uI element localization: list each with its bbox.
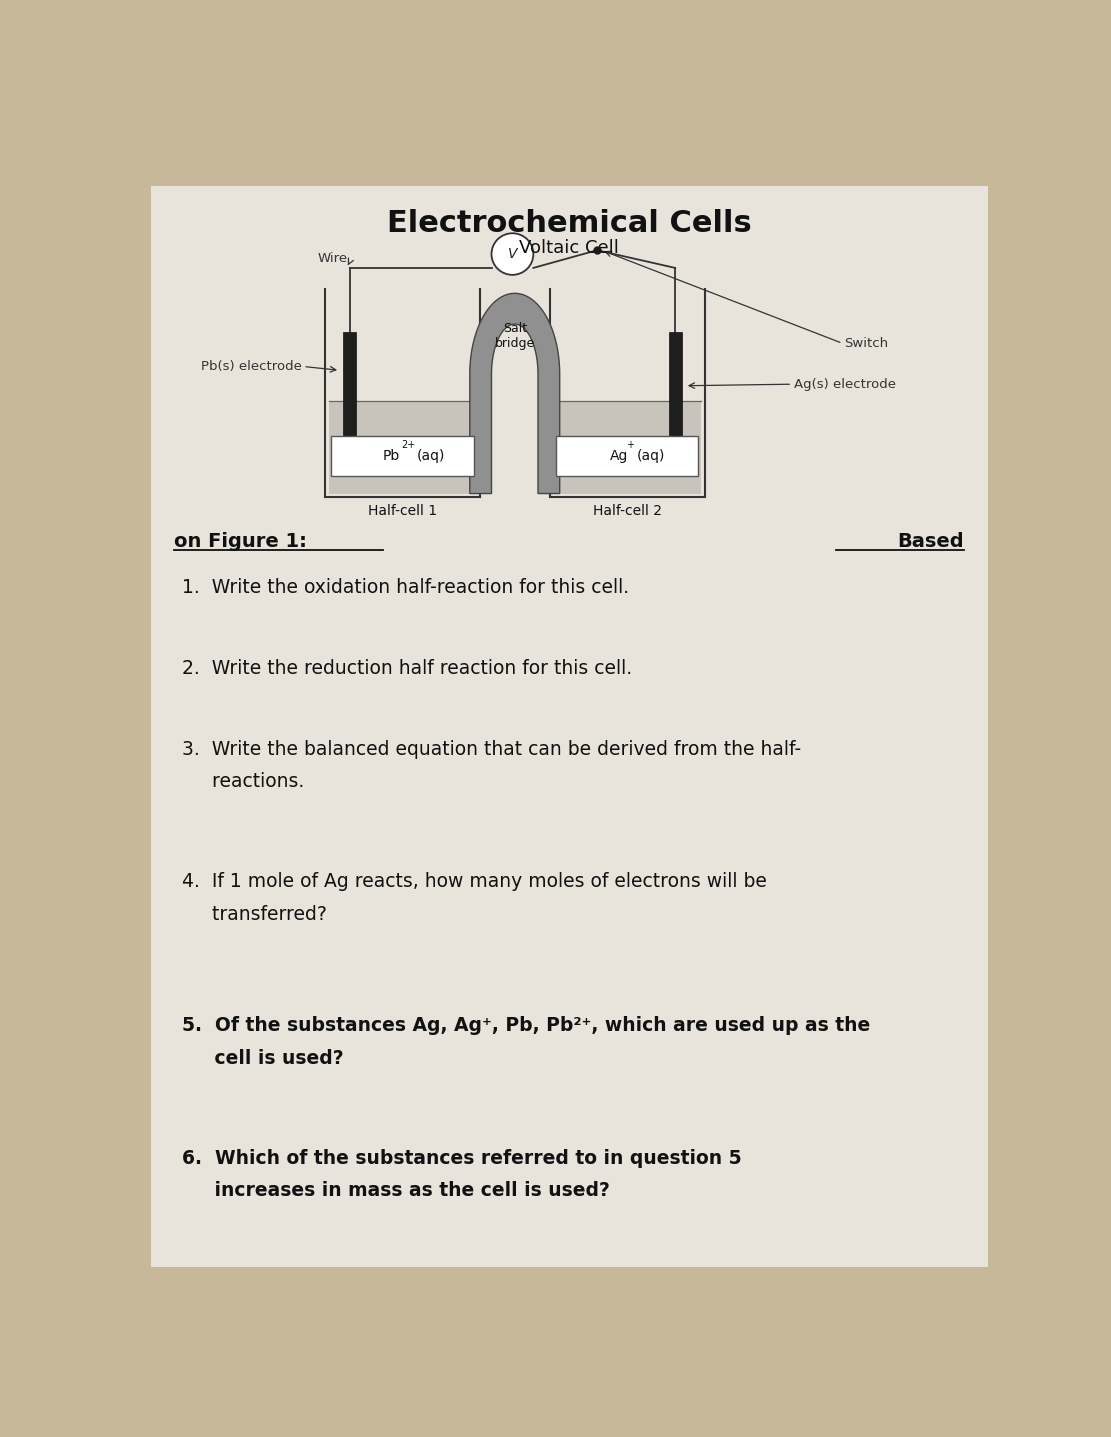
Text: cell is used?: cell is used? [181, 1049, 343, 1068]
Text: 5.  Of the substances Ag, Ag⁺, Pb, Pb²⁺, which are used up as the: 5. Of the substances Ag, Ag⁺, Pb, Pb²⁺, … [181, 1016, 870, 1036]
Text: Ag(s) electrode: Ag(s) electrode [793, 378, 895, 391]
Text: 1.  Write the oxidation half-reaction for this cell.: 1. Write the oxidation half-reaction for… [181, 578, 629, 598]
Text: increases in mass as the cell is used?: increases in mass as the cell is used? [181, 1181, 609, 1200]
Text: on Figure 1:: on Figure 1: [173, 532, 307, 550]
Bar [343, 332, 357, 451]
Text: reactions.: reactions. [181, 772, 303, 792]
Circle shape [491, 233, 533, 274]
FancyBboxPatch shape [331, 435, 473, 476]
Text: Wire: Wire [318, 251, 348, 266]
Text: transferred?: transferred? [181, 905, 327, 924]
FancyBboxPatch shape [150, 185, 988, 1267]
Bar [669, 332, 682, 451]
Text: Pb: Pb [383, 448, 400, 463]
Bar [329, 401, 476, 493]
Text: 2.  Write the reduction half reaction for this cell.: 2. Write the reduction half reaction for… [181, 660, 632, 678]
Text: Switch: Switch [844, 336, 889, 349]
Text: Based: Based [898, 532, 964, 550]
Bar [553, 401, 701, 493]
Text: Pb(s) electrode: Pb(s) electrode [201, 361, 301, 374]
Text: 4.  If 1 mole of Ag reacts, how many moles of electrons will be: 4. If 1 mole of Ag reacts, how many mole… [181, 872, 767, 891]
FancyBboxPatch shape [556, 435, 699, 476]
Text: Ag: Ag [610, 448, 629, 463]
Polygon shape [470, 293, 560, 493]
Text: (aq): (aq) [417, 448, 444, 463]
Text: Half-cell 2: Half-cell 2 [592, 503, 662, 517]
Text: +: + [627, 440, 634, 450]
Text: (aq): (aq) [638, 448, 665, 463]
Text: 3.  Write the balanced equation that can be derived from the half-: 3. Write the balanced equation that can … [181, 740, 801, 759]
Text: 6.  Which of the substances referred to in question 5: 6. Which of the substances referred to i… [181, 1148, 741, 1168]
Text: V: V [508, 247, 518, 262]
Text: Voltaic Cell: Voltaic Cell [519, 240, 619, 257]
Text: Salt
bridge: Salt bridge [494, 322, 534, 349]
Text: 2+: 2+ [401, 440, 416, 450]
Text: Half-cell 1: Half-cell 1 [368, 503, 437, 517]
Text: Electrochemical Cells: Electrochemical Cells [387, 208, 751, 237]
